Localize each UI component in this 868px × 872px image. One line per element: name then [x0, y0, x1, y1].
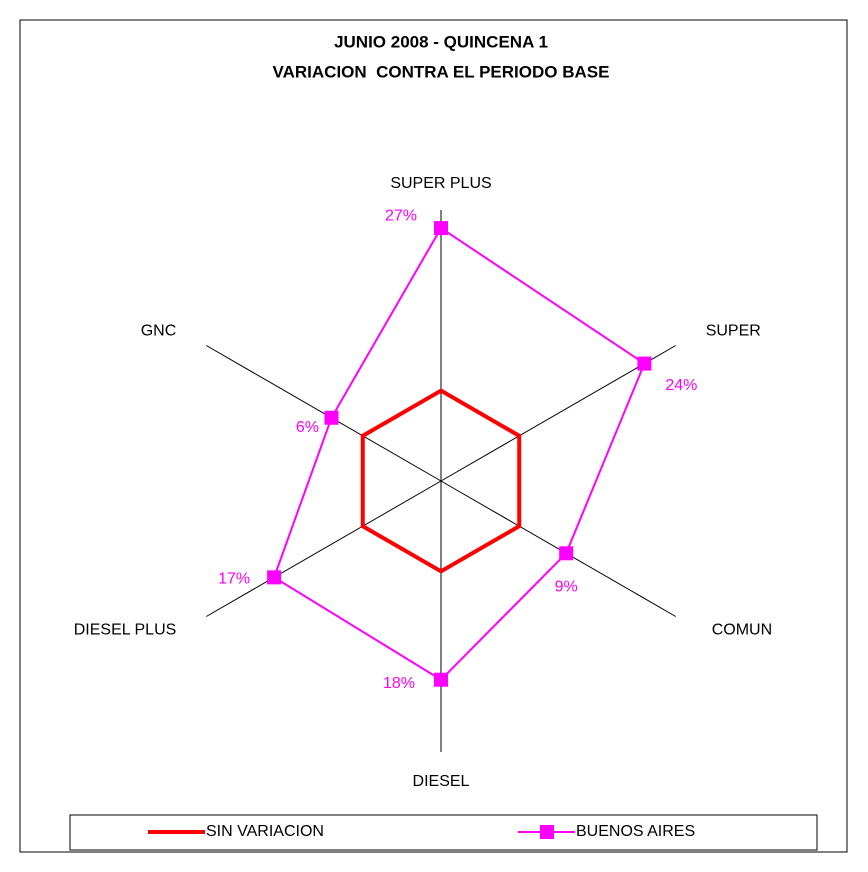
legend-label: SIN VARIACION	[206, 823, 324, 840]
axis-label: SUPER	[706, 323, 761, 340]
marker	[559, 546, 574, 561]
axis-line	[206, 480, 442, 617]
data-label: 24%	[665, 377, 697, 394]
marker	[434, 672, 448, 687]
chart-title: VARIACION CONTRA EL PERIODO BASE	[273, 62, 610, 81]
axis-line	[440, 480, 676, 617]
axis-line	[440, 345, 676, 482]
chart-border	[19, 19, 848, 853]
axis-label: COMUN	[712, 622, 772, 639]
axis-label: GNC	[141, 323, 177, 340]
data-label: 6%	[296, 419, 319, 436]
axis-line	[206, 345, 442, 482]
axis-label: DIESEL PLUS	[74, 622, 177, 639]
marker	[637, 356, 652, 371]
legend-marker	[540, 825, 554, 839]
axis-label: SUPER PLUS	[390, 175, 491, 192]
data-label: 18%	[383, 675, 415, 692]
marker	[267, 570, 282, 585]
legend-label: BUENOS AIRES	[576, 823, 695, 840]
marker	[434, 221, 448, 236]
data-label: 17%	[218, 571, 250, 588]
data-label: 27%	[385, 207, 417, 224]
chart-title: JUNIO 2008 - QUINCENA 1	[334, 32, 548, 51]
series-line	[360, 388, 522, 574]
data-label: 9%	[555, 578, 578, 595]
axis-label: DIESEL	[413, 773, 470, 790]
marker	[324, 410, 339, 425]
